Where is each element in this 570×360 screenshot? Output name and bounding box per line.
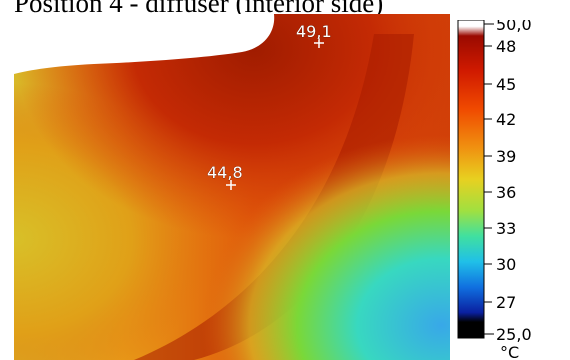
scale-tick-label: 27 [496, 293, 516, 312]
figure-caption: Position 4 - diffuser (interior side) [14, 0, 384, 18]
saturated-region [14, 14, 275, 74]
thermal-image-canvas: 49,1 44,8 [14, 14, 450, 360]
scale-tick-label: 42 [496, 110, 516, 129]
scale-tick-label: 30 [496, 255, 516, 274]
saturated-region-left [14, 14, 60, 38]
scale-tick-label: 39 [496, 147, 516, 166]
spot-value-upper: 49,1 [296, 22, 332, 41]
thermal-image: 49,1 44,8 [14, 14, 450, 360]
temperature-scale-canvas: 50,0 48 45 42 39 36 33 30 27 25,0 °C [457, 20, 532, 360]
scale-tick-label: 33 [496, 219, 516, 238]
scale-min-label: 25,0 [496, 325, 532, 344]
scale-tick-label: 48 [496, 37, 516, 56]
scale-max-label: 50,0 [496, 20, 532, 34]
scale-ticks [484, 23, 494, 335]
spot-marker-center: 44,8 [207, 163, 243, 190]
scale-tick-label: 36 [496, 183, 516, 202]
spot-value-center: 44,8 [207, 163, 243, 182]
temperature-scale: 50,0 48 45 42 39 36 33 30 27 25,0 °C [456, 20, 570, 360]
color-bar [457, 20, 485, 339]
spot-marker-upper: 49,1 [296, 22, 332, 48]
scale-tick-label: 45 [496, 75, 516, 94]
scale-unit-label: °C [500, 343, 519, 360]
thermal-cool-corner [14, 14, 450, 360]
